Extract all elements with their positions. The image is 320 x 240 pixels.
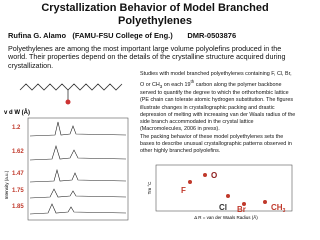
radius-label: 1.85 — [12, 204, 24, 210]
superscript: th — [190, 79, 195, 85]
point-label-sub: 3 — [283, 208, 286, 214]
radius-label: 1.47 — [12, 171, 24, 177]
affiliation: (FAMU-FSU College of Eng.) — [72, 31, 173, 40]
traces — [29, 121, 127, 215]
vdw-label: v d W (Å) — [4, 109, 30, 116]
intro: Polyethylenes are among the most importa… — [8, 44, 286, 70]
point — [226, 194, 230, 198]
point-label: Cl — [219, 203, 227, 212]
points — [188, 173, 267, 206]
radii-labels: 1.2 1.62 1.47 1.75 1.85 — [12, 125, 24, 210]
subscript: 3 — [159, 84, 163, 90]
description: Studies with model branched polyethylene… — [140, 71, 296, 155]
point-labels: F O Cl Br CH3 — [181, 171, 286, 214]
title-line: Crystallization Behavior of Model Branch… — [41, 2, 269, 14]
point — [242, 202, 246, 206]
point — [203, 173, 207, 177]
radius-label: 1.62 — [12, 149, 24, 155]
point-label: F — [181, 186, 186, 195]
author: Rufina G. Alamo — [8, 31, 67, 40]
y-axis-label: Tm °C — [147, 181, 152, 195]
author-line: Rufina G. Alamo (FAMU-FSU College of Eng… — [8, 31, 236, 40]
x-axis-label: Δ R = van der Waals Radius (Å) — [194, 214, 258, 220]
title-line: Polyethylenes — [118, 15, 192, 27]
frame — [155, 164, 293, 212]
figures: v d W (Å) Intensity (a.u.) 1.2 1.62 1.47… — [4, 83, 293, 221]
point-label: CH3 — [271, 203, 286, 214]
radius-label: 1.75 — [12, 188, 24, 194]
point-label-text: CH — [271, 203, 283, 212]
y-axis-label: Intensity (a.u.) — [4, 170, 9, 199]
text: Studies with model branched polyethylene… — [140, 71, 292, 88]
point — [263, 200, 267, 204]
text: on each 19 — [162, 82, 191, 88]
grant: DMR-0503876 — [187, 31, 237, 40]
text: The packing behavior of these model poly… — [140, 133, 292, 154]
point — [188, 180, 192, 184]
molecule — [19, 83, 123, 105]
radius-label: 1.2 — [12, 125, 21, 131]
text: carbon along the polymer backbone served… — [140, 82, 296, 133]
point-label: O — [211, 171, 217, 180]
frame — [27, 117, 129, 221]
point-label: Br — [237, 205, 246, 214]
title: Crystallization Behavior of Model Branch… — [0, 2, 310, 28]
